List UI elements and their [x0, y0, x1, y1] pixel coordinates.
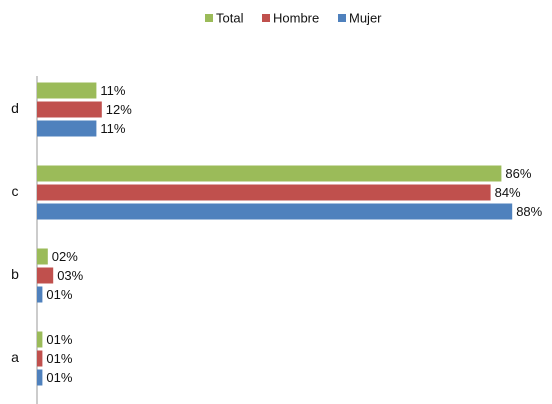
- bar: [37, 267, 54, 284]
- data-label: 84%: [495, 185, 521, 200]
- bar: [37, 165, 502, 182]
- y-tick-label: c: [12, 183, 19, 199]
- data-label: 88%: [516, 204, 542, 219]
- bar: [37, 369, 43, 386]
- legend-swatch: [262, 14, 270, 22]
- bar: [37, 101, 102, 118]
- bar: [37, 184, 491, 201]
- y-tick-label: a: [11, 349, 19, 365]
- data-label: 01%: [46, 370, 72, 385]
- y-tick-label: d: [11, 100, 19, 116]
- bar: [37, 120, 97, 137]
- bar: [37, 203, 513, 220]
- bar: [37, 82, 97, 99]
- bar: [37, 350, 43, 367]
- data-label: 01%: [46, 287, 72, 302]
- data-label: 01%: [46, 351, 72, 366]
- data-label: 12%: [106, 102, 132, 117]
- legend-label: Hombre: [273, 10, 319, 25]
- bar: [37, 331, 43, 348]
- legend-swatch: [338, 14, 346, 22]
- y-tick-label: b: [11, 266, 19, 282]
- bar: [37, 248, 48, 265]
- bar: [37, 286, 43, 303]
- data-label: 11%: [100, 83, 125, 98]
- legend-label: Total: [216, 10, 244, 25]
- data-label: 11%: [100, 121, 125, 136]
- data-label: 01%: [46, 332, 72, 347]
- legend-swatch: [205, 14, 213, 22]
- data-label: 86%: [505, 166, 531, 181]
- legend-label: Mujer: [349, 10, 382, 25]
- data-label: 03%: [57, 268, 83, 283]
- data-label: 02%: [52, 249, 78, 264]
